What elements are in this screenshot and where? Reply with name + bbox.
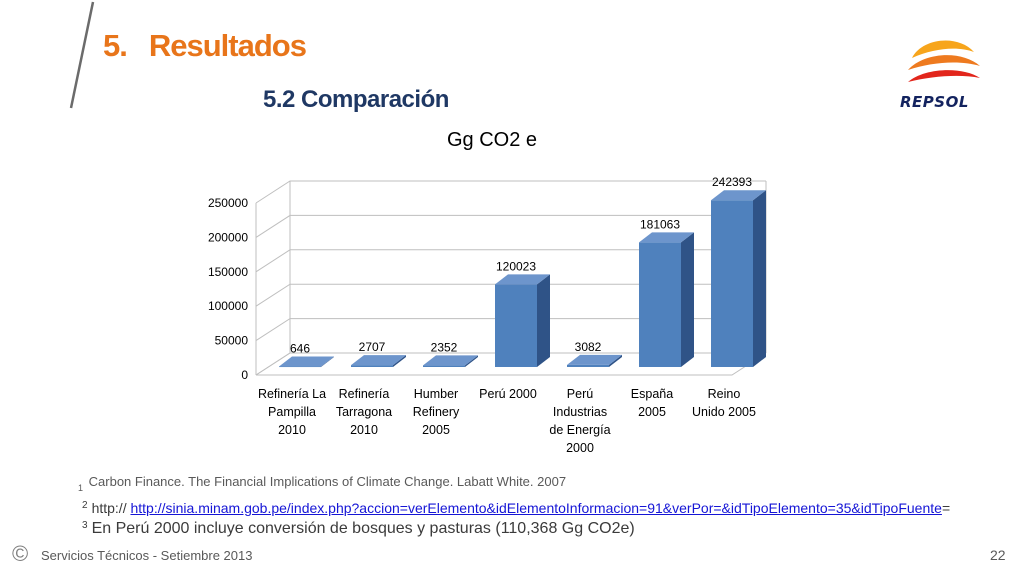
x-tick-label: de Energía xyxy=(549,423,610,437)
y-axis: 0 50000 100000 150000 200000 250000 xyxy=(208,196,248,382)
page-subtitle: 5.2 Comparación xyxy=(263,86,449,113)
bar-front xyxy=(351,365,393,367)
section-number: 5. xyxy=(103,28,128,63)
x-tick-label: 2010 xyxy=(278,423,306,437)
bar xyxy=(495,274,550,367)
repsol-logo-text: REPSOL xyxy=(900,93,969,111)
data-label: 2707 xyxy=(359,340,386,354)
footnote-1: 1 Carbon Finance. The Financial Implicat… xyxy=(78,474,567,493)
bar-side xyxy=(321,356,334,367)
bar-front xyxy=(495,284,537,367)
bar xyxy=(567,354,622,367)
repsol-logo xyxy=(908,40,980,82)
bar-side xyxy=(537,274,550,367)
x-tick-label: Humber xyxy=(414,387,458,401)
bar-front xyxy=(279,366,321,368)
bar-top xyxy=(711,190,766,201)
bar-side xyxy=(465,355,478,367)
footnote-2-prefix: http:// xyxy=(91,500,127,516)
x-axis: Refinería La Pampilla 2010 Refinería Tarrago… xyxy=(258,387,756,455)
bar-top xyxy=(351,355,406,366)
x-tick-label: España xyxy=(631,387,673,401)
section-title: Resultados xyxy=(148,28,307,63)
bar xyxy=(279,356,334,368)
bar-side xyxy=(393,355,406,367)
bar xyxy=(639,232,694,367)
data-label: 242393 xyxy=(712,175,752,189)
data-label: 3082 xyxy=(575,340,602,354)
bar-side xyxy=(753,190,766,367)
bar-front xyxy=(567,364,609,367)
gridline xyxy=(255,180,766,204)
x-tick-label: Industrias xyxy=(553,405,607,419)
data-label: 181063 xyxy=(640,217,680,231)
y-tick-label: 100000 xyxy=(208,299,248,313)
bar-front xyxy=(639,242,681,367)
data-label: 2352 xyxy=(431,340,458,354)
bar-side xyxy=(681,232,694,367)
data-label: 120023 xyxy=(496,259,536,273)
footnote-2-number: 2 xyxy=(82,500,88,511)
bar-side xyxy=(609,354,622,367)
x-tick-label: Tarragona xyxy=(336,405,392,419)
bar xyxy=(423,355,478,367)
footnote-2-suffix: = xyxy=(941,500,951,516)
x-tick-label: 2010 xyxy=(350,423,378,437)
footnote-3-text: En Perú 2000 incluye conversión de bosqu… xyxy=(91,520,635,537)
x-tick-label: Refinería La xyxy=(258,387,326,401)
x-tick-label: Pampilla xyxy=(268,405,316,419)
x-tick-label: Reino xyxy=(708,387,741,401)
y-tick-label: 250000 xyxy=(208,196,248,210)
footnote-3: 3 En Perú 2000 incluye conversión de bosq… xyxy=(78,520,635,538)
x-tick-label: Perú xyxy=(567,387,593,401)
footnote-2-link[interactable]: http://sinia.minam.gob.pe/index.php?acci… xyxy=(130,500,942,516)
bars xyxy=(279,190,766,368)
data-label: 646 xyxy=(290,342,310,356)
footnote-2: 2 http:// http://sinia.minam.gob.pe/index… xyxy=(78,500,950,516)
header-slash-line xyxy=(69,1,95,109)
x-tick-label: 2000 xyxy=(566,441,594,455)
bar-top xyxy=(423,355,478,366)
copyright-icon: © xyxy=(12,541,29,566)
bar-front xyxy=(423,365,465,367)
x-tick-label: 2005 xyxy=(422,423,450,437)
bar-top xyxy=(495,274,550,285)
footnote-1-text: Carbon Finance. The Financial Implicatio… xyxy=(88,474,567,489)
page-title: 5. Resultados xyxy=(103,28,307,64)
footnote-1-number: 1 xyxy=(78,483,84,493)
y-tick-label: 50000 xyxy=(215,334,249,348)
y-tick-label: 0 xyxy=(241,368,248,382)
data-labels: 646 2707 2352 120023 3082 181063 242393 xyxy=(290,175,752,355)
bar xyxy=(711,190,766,367)
chart-title: Gg CO2 e xyxy=(447,129,537,151)
footer-text: Servicios Técnicos - Setiembre 2013 xyxy=(41,548,253,563)
bar-top xyxy=(279,356,334,367)
bar-top xyxy=(567,354,622,365)
bar-chart: Gg CO2 e 050000100000150000200000250000 … xyxy=(208,129,767,455)
page-number: 22 xyxy=(990,547,1006,563)
floor-edge xyxy=(255,352,291,376)
x-tick-label: Refinería xyxy=(339,387,390,401)
x-tick-label: Refinery xyxy=(413,405,460,419)
y-tick-label: 150000 xyxy=(208,265,248,279)
y-tick-label: 200000 xyxy=(208,230,248,244)
bar-top xyxy=(639,232,694,243)
footnote-3-number: 3 xyxy=(82,520,88,531)
bar xyxy=(351,355,406,367)
x-tick-label: Unido 2005 xyxy=(692,405,756,419)
x-tick-label: Perú 2000 xyxy=(479,387,537,401)
x-tick-label: 2005 xyxy=(638,405,666,419)
bar-front xyxy=(711,200,753,367)
